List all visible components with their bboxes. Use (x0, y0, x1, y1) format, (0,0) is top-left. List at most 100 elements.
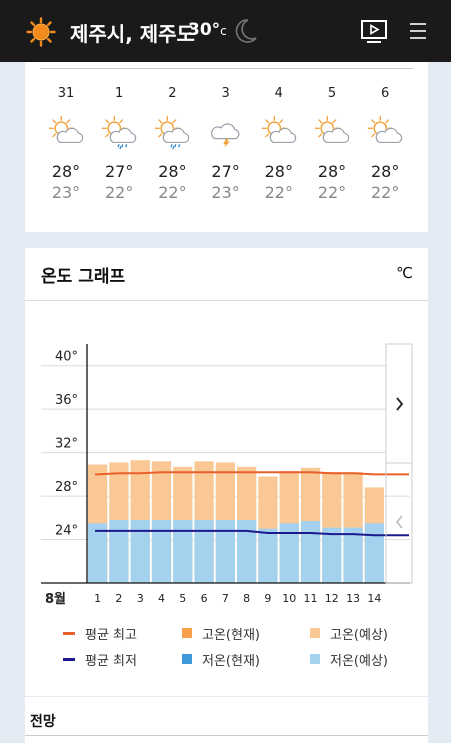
low-forecast-bar (109, 519, 129, 583)
forecast-day: 1 27° 22° (93, 86, 145, 202)
forecast-day: 3 27° 23° (200, 86, 252, 202)
legend-item: 평균 최고 (63, 622, 137, 644)
x-tick-label: 7 (222, 592, 229, 605)
current-temperature: 30°c (188, 20, 227, 40)
divider (25, 735, 428, 736)
day-high: 27° (105, 162, 134, 181)
partly-cloudy-icon (261, 116, 297, 144)
x-tick-label: 9 (264, 592, 271, 605)
legend-label: 고온(현재) (202, 627, 260, 643)
legend-label: 저온(예상) (330, 653, 388, 669)
legend-line-swatch (63, 657, 75, 661)
x-tick-label: 10 (282, 592, 296, 605)
legend-item: 고온(예상) (310, 622, 388, 644)
temperature-graph-panel: 온도 그래프 ℃ 40° 36° 32° 28° 24° 8월 1 2 3 4 5 6 7 8 9 10 11 1… (25, 248, 428, 696)
legend-box-swatch (310, 628, 320, 638)
low-forecast-bar (258, 528, 278, 583)
x-tick-label: 5 (179, 592, 186, 605)
video-icon[interactable] (360, 17, 388, 45)
forecast-day: 4 28° 22° (253, 86, 305, 202)
y-tick-label: 36° (55, 393, 78, 408)
low-forecast-bar (322, 527, 342, 583)
outlook-title: 전망 (30, 714, 56, 730)
day-high: 27° (211, 162, 240, 181)
forecast-panel: 31 28° 23° 1 27° 22° 2 28° 22° 3 27° 23° 4 28° 22° 5 28°… (25, 62, 428, 232)
partly-cloudy-icon (367, 116, 403, 144)
divider (25, 300, 428, 301)
x-tick-label: 6 (201, 592, 208, 605)
legend-item: 고온(현재) (182, 622, 260, 644)
day-date: 5 (327, 86, 337, 101)
unit-toggle[interactable]: ℃ (396, 264, 413, 282)
legend-item: 저온(현재) (182, 648, 260, 670)
temperature-chart: 40°36°32°28°24°8월 1 2 3 4 5 6 7 8 9 10 11 12 13 14 (41, 343, 413, 607)
legend-label: 평균 최저 (85, 653, 137, 669)
low-forecast-bar (173, 519, 193, 583)
day-low: 22° (264, 183, 293, 202)
legend-item: 평균 최저 (63, 648, 137, 670)
forecast-day: 5 28° 22° (306, 86, 358, 202)
low-forecast-bar (237, 519, 257, 583)
low-forecast-bar (194, 519, 214, 583)
day-low: 23° (211, 183, 240, 202)
sun-icon (26, 17, 56, 47)
day-date: 2 (168, 86, 177, 101)
low-forecast-bar (151, 519, 172, 583)
forecast-day: 6 28° 22° (359, 86, 411, 202)
x-tick-label: 13 (346, 592, 360, 605)
x-tick-label: 11 (304, 592, 318, 605)
low-forecast-bar (364, 523, 384, 583)
y-tick-label: 40° (55, 350, 78, 365)
low-forecast-bar (279, 523, 299, 583)
low-forecast-bar (88, 523, 108, 583)
day-high: 28° (371, 162, 400, 181)
temperature-unit: c (220, 24, 227, 38)
moon-icon (235, 19, 257, 43)
x-tick-label: 12 (325, 592, 339, 605)
low-forecast-bar (300, 521, 321, 583)
y-tick-label: 28° (55, 480, 78, 495)
y-tick-label: 32° (55, 437, 78, 452)
menu-icon[interactable] (406, 21, 428, 41)
low-forecast-bar (215, 519, 235, 583)
cloudy-rain-icon (101, 116, 137, 150)
forecast-day: 2 28° 22° (146, 86, 198, 202)
legend-item: 저온(예상) (310, 648, 388, 670)
x-tick-label: 1 (94, 592, 101, 605)
x-tick-label: 3 (137, 592, 144, 605)
avg-high-line (95, 471, 409, 476)
y-tick-label: 24° (55, 524, 78, 539)
outlook-panel: 전망 (25, 697, 428, 743)
prev-button[interactable] (385, 462, 413, 584)
day-high: 28° (158, 162, 187, 181)
day-date: 6 (381, 86, 390, 101)
legend-line-swatch (63, 631, 75, 635)
cloudy-rain-icon (155, 116, 190, 150)
legend-label: 평균 최고 (85, 627, 137, 643)
divider (40, 68, 413, 69)
next-button[interactable] (385, 343, 413, 464)
chevron-left-icon (395, 515, 403, 529)
thunder-cloud-icon (210, 123, 240, 149)
legend-label: 저온(현재) (202, 653, 260, 669)
day-high: 28° (317, 162, 347, 181)
day-low: 22° (317, 183, 347, 202)
x-tick-label: 2 (115, 592, 122, 605)
graph-title: 온도 그래프 (41, 267, 126, 287)
x-tick-label: 8 (243, 592, 250, 605)
location-title: 제주시, 제주도 (70, 22, 195, 46)
temperature-value: 30° (188, 20, 221, 40)
day-high: 28° (264, 162, 293, 181)
partly-cloudy-icon (314, 116, 350, 144)
day-low: 22° (371, 183, 400, 202)
low-forecast-bar (130, 519, 150, 583)
legend-box-swatch (310, 654, 320, 664)
month-label: 8월 (45, 591, 66, 607)
day-date: 31 (57, 86, 75, 101)
day-low: 22° (158, 183, 187, 202)
low-forecast-bar (343, 527, 363, 583)
day-date: 3 (221, 86, 230, 101)
chevron-right-icon (396, 397, 404, 411)
forecast-day: 31 28° 23° (40, 86, 92, 202)
day-low: 22° (105, 183, 134, 202)
